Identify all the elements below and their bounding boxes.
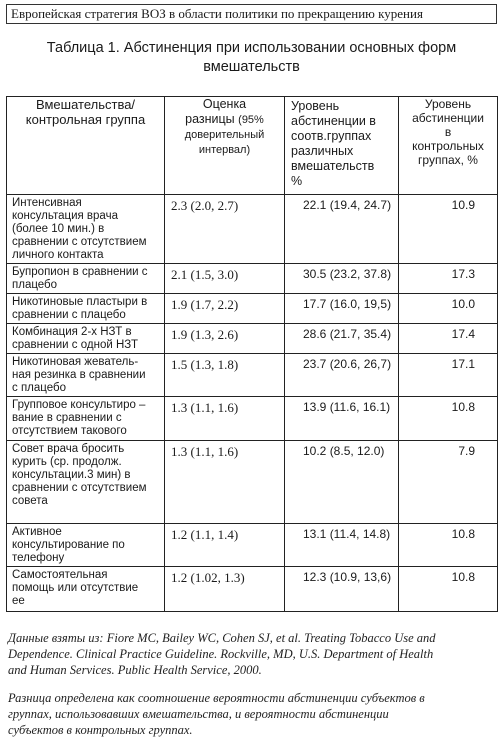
row-control-level: 10.0 — [398, 293, 498, 324]
table-row: Групповое консультиро – вание в сравнении… — [6, 396, 498, 441]
row-intervention: Бупропион в сравнении с плацебо — [6, 263, 165, 294]
row-control-level: 17.3 — [398, 263, 498, 294]
row-estimate: 1.2 (1.1, 1.4) — [164, 523, 285, 567]
row-estimate: 1.9 (1.7, 2.2) — [164, 293, 285, 324]
row-intervention: Никотиновая жеватель-ная резинка в сравн… — [6, 353, 165, 397]
table-row: Совет врача бросить курить (ср. продолж. к… — [6, 440, 498, 524]
abstinence-table: Вмешательства/ контрольная группа Оценка… — [6, 96, 498, 612]
source-note: Данные взяты из: Fiore MC, Bailey WC, Co… — [8, 631, 436, 677]
row-intervention-level: 12.3 (10.9, 13,6) — [284, 566, 399, 612]
header-control-level: Уровень абстиненции в контрольных группа… — [398, 96, 498, 195]
definition-note: Разница определена как соотношение вероя… — [8, 691, 425, 737]
row-intervention-level: 30.5 (23.2, 37.8) — [284, 263, 399, 294]
row-estimate: 1.5 (1.3, 1.8) — [164, 353, 285, 397]
table-row: Никотиновая жеватель-ная резинка в сравн… — [6, 353, 498, 397]
table-row: Активное консультирование по телефону 1.2 … — [6, 523, 498, 567]
table-header-row: Вмешательства/ контрольная группа Оценка… — [6, 96, 498, 195]
row-control-level: 17.4 — [398, 323, 498, 354]
header-intervention-level: Уровень абстиненции в соотв.группах разл… — [284, 96, 399, 195]
table-row: Никотиновые пластыри в сравнении с плацеб… — [6, 293, 498, 324]
row-intervention-level: 22.1 (19.4, 24.7) — [284, 194, 399, 264]
row-control-level: 17.1 — [398, 353, 498, 397]
row-estimate: 1.3 (1.1, 1.6) — [164, 396, 285, 441]
row-control-level: 7.9 — [398, 440, 498, 524]
row-intervention-level: 23.7 (20.6, 26,7) — [284, 353, 399, 397]
row-control-level: 10.9 — [398, 194, 498, 264]
row-intervention: Комбинация 2-х НЗТ в сравнении с одной НЗ… — [6, 323, 165, 354]
header-estimate: Оценка разницы (95% доверительный интерв… — [164, 96, 285, 195]
row-intervention-level: 10.2 (8.5, 12.0) — [284, 440, 399, 524]
row-estimate: 2.3 (2.0, 2.7) — [164, 194, 285, 264]
header-interventions: Вмешательства/ контрольная группа — [6, 96, 165, 195]
row-intervention: Совет врача бросить курить (ср. продолж. к… — [6, 440, 165, 524]
row-intervention: Активное консультирование по телефону — [6, 523, 165, 567]
row-estimate: 1.2 (1.02, 1.3) — [164, 566, 285, 612]
row-intervention-level: 17.7 (16.0, 19,5) — [284, 293, 399, 324]
row-intervention-level: 13.1 (11.4, 14.8) — [284, 523, 399, 567]
table-row: Самостоятельная помощь или отсутствие ее 1… — [6, 566, 498, 612]
row-intervention: Самостоятельная помощь или отсутствие ее — [6, 566, 165, 612]
table-row: Комбинация 2-х НЗТ в сравнении с одной НЗ… — [6, 323, 498, 354]
row-intervention-level: 28.6 (21.7, 35.4) — [284, 323, 399, 354]
row-control-level: 10.8 — [398, 566, 498, 612]
row-intervention: Никотиновые пластыри в сравнении с плацеб… — [6, 293, 165, 324]
row-control-level: 10.8 — [398, 523, 498, 567]
running-head: Европейская стратегия ВОЗ в области поли… — [6, 4, 497, 24]
row-intervention-level: 13.9 (11.6, 16.1) — [284, 396, 399, 441]
row-intervention: Интенсивная консультация врача (более 10 м… — [6, 194, 165, 264]
row-intervention: Групповое консультиро – вание в сравнении… — [6, 396, 165, 441]
table-row: Бупропион в сравнении с плацебо 2.1 (1.5,… — [6, 263, 498, 294]
row-estimate: 2.1 (1.5, 3.0) — [164, 263, 285, 294]
table-row: Интенсивная консультация врача (более 10 м… — [6, 194, 498, 264]
table-caption: Таблица 1. Абстиненция при использовании… — [46, 40, 457, 75]
row-estimate: 1.9 (1.3, 2.6) — [164, 323, 285, 354]
row-estimate: 1.3 (1.1, 1.6) — [164, 440, 285, 524]
row-control-level: 10.8 — [398, 396, 498, 441]
